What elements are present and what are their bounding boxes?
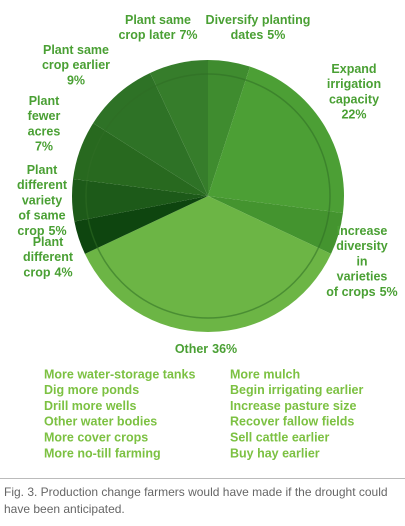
pie-slice	[72, 178, 208, 222]
other-item: More cover crops	[44, 430, 148, 444]
pie-slice	[93, 72, 208, 196]
slice-label: Plant different variety of same crop 5%	[17, 163, 68, 238]
slice-label: Plant fewer acres 7%	[28, 94, 61, 154]
value-label: 7%	[35, 140, 53, 154]
category-name: Plant different crop	[23, 235, 74, 279]
divider	[0, 478, 405, 479]
other-item: Dig more ponds	[44, 383, 139, 397]
slice-label: Plant same crop earlier 9%	[42, 43, 110, 87]
pie-slice	[208, 196, 343, 254]
category-name: Other	[175, 342, 208, 356]
category-name: Plant same crop later	[118, 13, 191, 42]
pie-slice	[150, 60, 208, 196]
caption: Fig. 3. Production change farmers would …	[4, 485, 388, 516]
value-label: 5%	[380, 285, 398, 299]
slice-label: Plant same crop later 7%	[118, 13, 197, 42]
pie-slice	[74, 196, 208, 254]
chart: Diversify planting dates 5%Expand irrigatio…	[17, 13, 398, 460]
other-item: Increase pasture size	[230, 399, 357, 413]
category-name: Plant same crop earlier	[42, 43, 110, 72]
other-item: More water-storage tanks	[44, 367, 195, 381]
slice-label: Expand irrigation capacity 22%	[327, 62, 381, 122]
slice-label: Other 36%	[175, 342, 237, 356]
slice-label: Plant different crop 4%	[23, 235, 74, 279]
category-name: Diversify planting dates	[206, 13, 311, 42]
value-label: 36%	[212, 342, 237, 356]
other-item: More no-till farming	[44, 446, 161, 460]
pie-slice	[73, 123, 208, 196]
value-label: 5%	[49, 224, 67, 238]
category-name: Expand irrigation capacity	[327, 62, 381, 106]
category-name: Plant different variety of same crop	[17, 163, 68, 238]
pie-slice	[84, 196, 332, 333]
pie-slice	[208, 66, 344, 214]
other-item: Recover fallow fields	[230, 415, 354, 429]
value-label: 22%	[341, 108, 366, 122]
value-label: 9%	[67, 74, 85, 88]
other-item: More mulch	[230, 367, 300, 381]
pie-slice	[208, 60, 251, 196]
other-item: Sell cattle earlier	[230, 430, 330, 444]
value-label: 7%	[179, 28, 197, 42]
category-name: Increase diversity in varieties of crops	[326, 224, 387, 299]
other-item: Buy hay earlier	[230, 446, 320, 460]
inner-ring	[85, 73, 331, 319]
slice-label: Increase diversity in varieties of crops 5%	[326, 224, 397, 299]
other-item: Begin irrigating earlier	[230, 383, 364, 397]
other-item: Other water bodies	[44, 415, 157, 429]
value-label: 5%	[267, 28, 285, 42]
other-item: Drill more wells	[44, 399, 136, 413]
value-label: 4%	[55, 266, 73, 280]
slice-label: Diversify planting dates 5%	[206, 13, 311, 42]
pie	[72, 60, 344, 333]
category-name: Plant fewer acres	[28, 94, 61, 138]
